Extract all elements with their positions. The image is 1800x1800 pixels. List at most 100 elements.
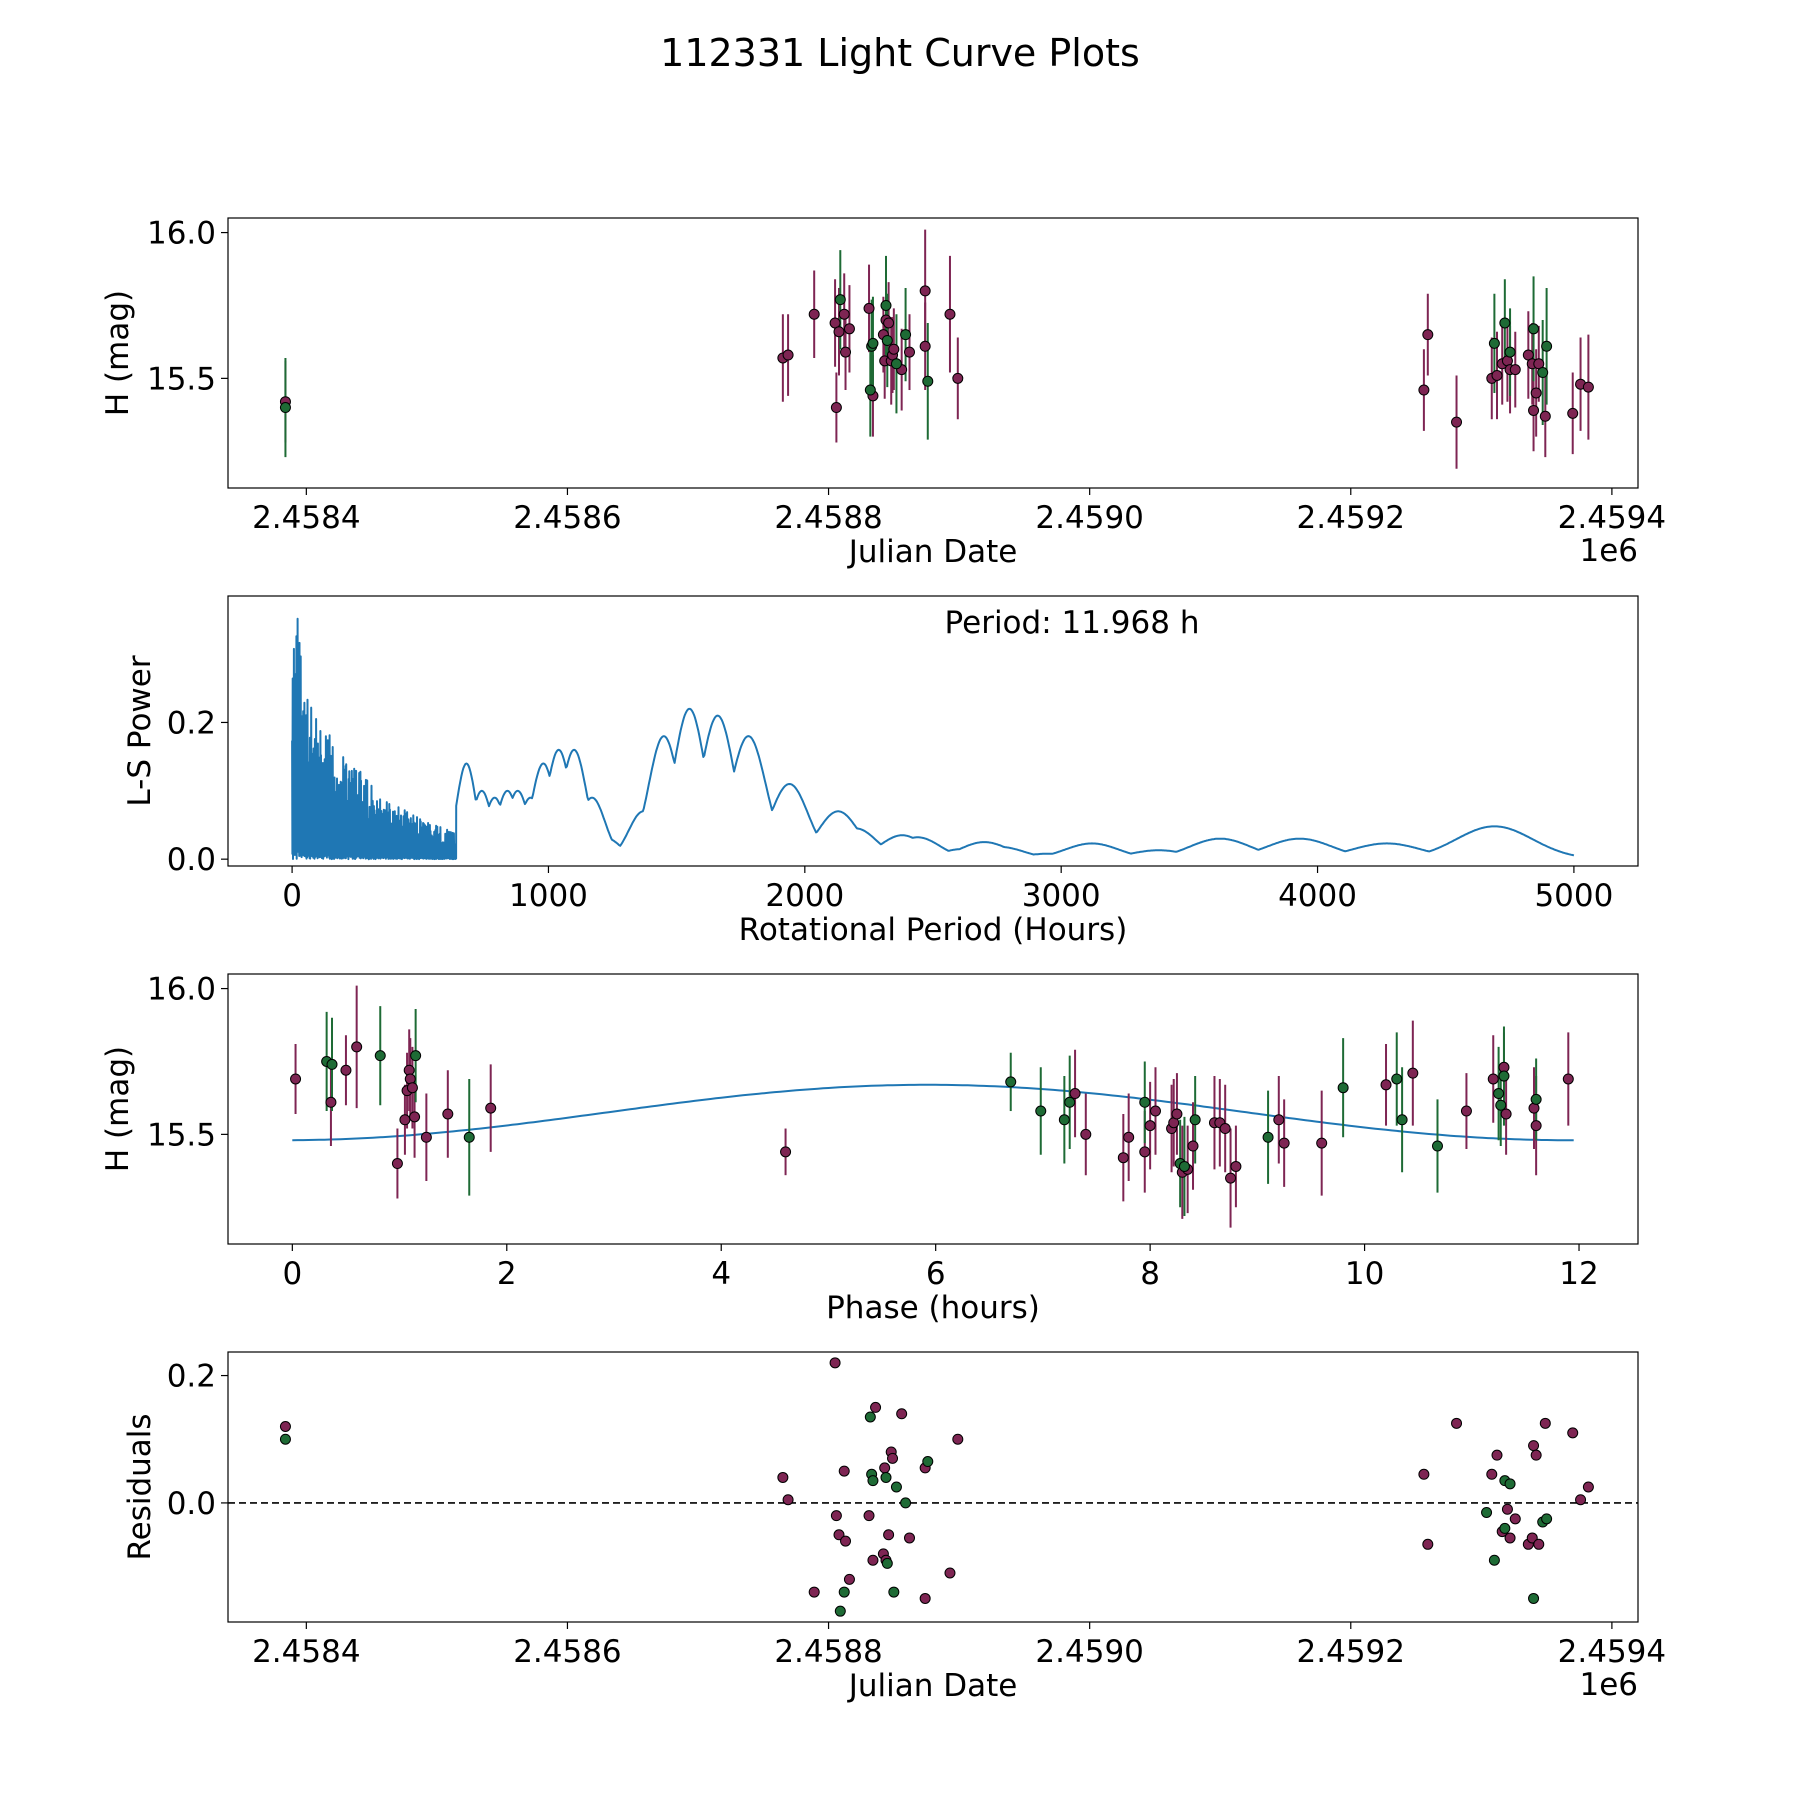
green-point xyxy=(922,375,934,387)
green-point xyxy=(864,1411,876,1423)
red-point xyxy=(1533,1538,1545,1550)
red-point xyxy=(904,1532,915,1544)
green-point xyxy=(1493,1088,1505,1100)
red-point xyxy=(883,1529,895,1541)
red-point xyxy=(1316,1137,1328,1149)
red-point xyxy=(279,1421,291,1433)
phase-curve-x-ticks: 0 2 4 6 8 10 12 xyxy=(282,1244,1599,1292)
red-point xyxy=(843,323,855,335)
red-point xyxy=(1451,416,1463,428)
green-point xyxy=(1488,1554,1500,1566)
green-point xyxy=(900,1497,912,1509)
light-curve-frame xyxy=(227,217,1639,489)
red-point xyxy=(1407,1067,1419,1079)
green-point xyxy=(1262,1131,1274,1143)
y-tick-label: 15.5 xyxy=(147,1117,216,1153)
green-point xyxy=(1504,1478,1516,1490)
periodogram-marks xyxy=(291,617,1575,861)
periodogram-x-ticks: 0 1000 2000 3000 4000 5000 xyxy=(282,866,1613,914)
green-point xyxy=(1064,1096,1076,1108)
green-point xyxy=(1189,1114,1201,1126)
light-curve-x-ticks: 2.4584 2.4586 2.4588 2.4590 2.4592 2.4594 xyxy=(252,488,1666,536)
red-point xyxy=(1460,1105,1472,1117)
green-point xyxy=(1005,1076,1017,1088)
green-point xyxy=(1035,1105,1047,1117)
phase-curve-frame xyxy=(227,973,1639,1245)
phase-curve-y-ticks: 15.5 16.0 xyxy=(147,972,228,1153)
green-point xyxy=(1504,346,1516,358)
red-point xyxy=(838,308,850,320)
red-point xyxy=(879,1462,891,1474)
red-point xyxy=(1219,1123,1231,1135)
y-tick-label: 0.0 xyxy=(167,1486,216,1522)
green-point xyxy=(1337,1082,1349,1094)
red-point xyxy=(1530,1120,1542,1132)
green-point xyxy=(1058,1114,1070,1126)
red-point xyxy=(1491,1449,1503,1461)
red-point xyxy=(1582,1481,1594,1493)
green-point xyxy=(890,358,902,370)
green-point xyxy=(410,1050,422,1062)
red-point xyxy=(944,308,956,320)
red-point xyxy=(863,1510,875,1522)
x-tick-label: 2.4584 xyxy=(252,500,360,536)
red-point xyxy=(340,1064,352,1076)
red-point xyxy=(442,1108,454,1120)
x-tick-label: 2.4590 xyxy=(1035,500,1143,536)
green-point xyxy=(1528,323,1540,335)
red-point xyxy=(1582,381,1594,393)
red-point xyxy=(887,1452,899,1464)
data-points xyxy=(279,285,1594,428)
green-point xyxy=(279,1433,291,1445)
green-point xyxy=(867,337,879,349)
periodogram-y-ticks: 0.0 0.2 xyxy=(167,705,228,878)
periodogram-x-label: Rotational Period (Hours) xyxy=(739,912,1128,948)
red-point xyxy=(808,1586,820,1598)
green-point xyxy=(867,1475,879,1487)
data-points xyxy=(290,1041,1574,1184)
red-point xyxy=(1080,1128,1092,1140)
x-tick-label: 2000 xyxy=(765,878,844,914)
light-curve-y-ticks: 15.5 16.0 xyxy=(147,216,228,397)
red-point xyxy=(1539,410,1551,422)
green-point xyxy=(1139,1096,1151,1108)
light-curve-x-offset: 1e6 xyxy=(1579,533,1638,569)
error-bars xyxy=(284,229,1590,469)
green-point xyxy=(1541,1513,1553,1525)
green-point xyxy=(279,402,291,414)
red-point xyxy=(919,1592,931,1604)
red-point xyxy=(1504,1532,1516,1544)
red-point xyxy=(325,1096,337,1108)
green-point xyxy=(922,1456,934,1468)
phase-curve-marks xyxy=(290,985,1574,1228)
x-tick-label: 12 xyxy=(1559,1256,1598,1292)
red-point xyxy=(780,1146,792,1158)
red-point xyxy=(1491,369,1503,381)
x-tick-label: 6 xyxy=(926,1256,946,1292)
green-point xyxy=(1178,1160,1190,1172)
green-point xyxy=(1495,1099,1507,1111)
model-curve xyxy=(292,1083,1574,1142)
red-point xyxy=(830,1510,842,1522)
periodogram-y-label: L-S Power xyxy=(122,655,158,806)
red-point xyxy=(1500,1108,1512,1120)
green-point xyxy=(1481,1506,1493,1518)
y-tick-label: 0.2 xyxy=(167,705,216,741)
red-point xyxy=(1451,1417,1463,1429)
green-point xyxy=(1488,337,1500,349)
period-annotation: Period: 11.968 h xyxy=(945,605,1200,641)
red-point xyxy=(833,326,845,338)
red-point xyxy=(840,1535,852,1547)
red-point xyxy=(1171,1108,1183,1120)
red-point xyxy=(391,1158,403,1170)
green-point xyxy=(1528,1592,1540,1604)
light-curve-x-label: Julian Date xyxy=(847,534,1018,570)
y-tick-label: 0.2 xyxy=(167,1359,216,1395)
green-point xyxy=(834,1605,846,1617)
red-point xyxy=(1422,329,1434,341)
red-point xyxy=(888,343,900,355)
red-point xyxy=(1486,1468,1498,1480)
x-tick-label: 1000 xyxy=(509,878,588,914)
red-point xyxy=(1230,1160,1242,1172)
